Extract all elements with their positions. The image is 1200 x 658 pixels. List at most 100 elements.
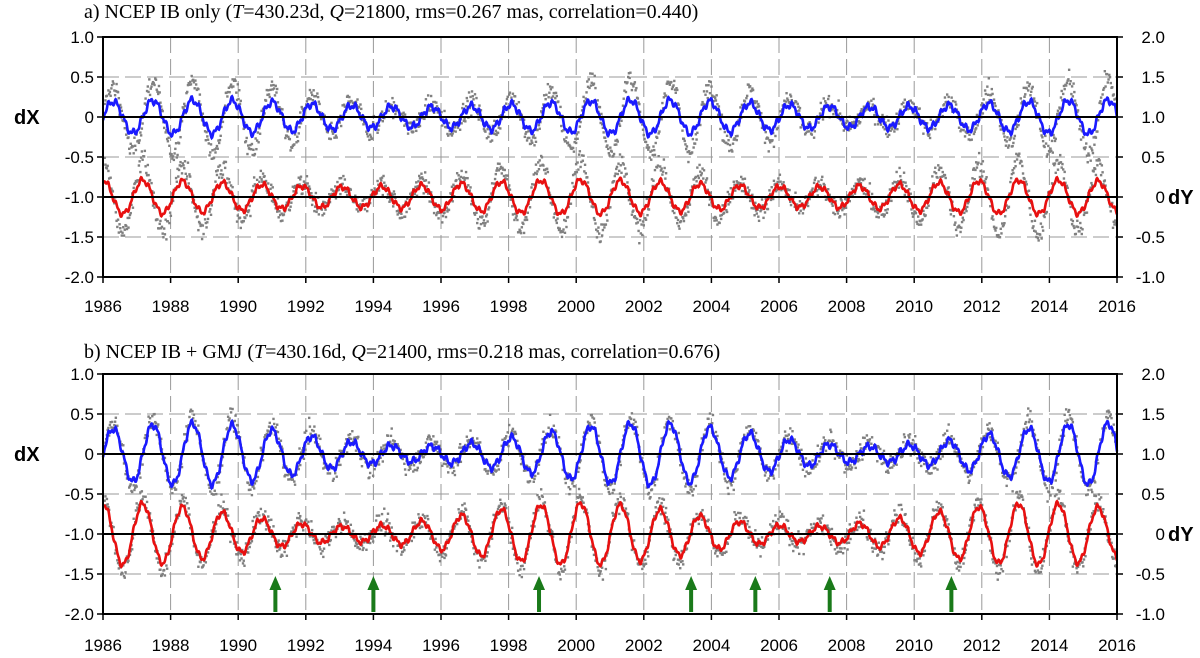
observation-point-dy <box>770 186 773 189</box>
observation-point-dy <box>455 178 458 182</box>
observation-point-dx <box>844 467 848 470</box>
observation-point-dy <box>466 515 469 518</box>
observation-point-dx <box>392 439 395 442</box>
observation-point-dy <box>186 502 189 505</box>
observation-point-dx <box>663 426 666 429</box>
observation-point-dy <box>853 184 856 188</box>
observation-point-dx <box>540 443 544 446</box>
observation-point-dx <box>208 486 211 489</box>
observation-point-dy <box>502 174 506 178</box>
observation-point-dy <box>715 219 718 222</box>
y-left-tick-label: 0 <box>85 108 94 127</box>
observation-point-dy <box>186 175 189 178</box>
observation-point-dy <box>1012 167 1016 170</box>
observation-point-dy <box>519 568 522 571</box>
observation-point-dx <box>608 492 611 496</box>
observation-point-dx <box>638 102 641 106</box>
observation-point-dy <box>985 176 988 179</box>
observation-point-dy <box>928 187 932 190</box>
observation-point-dx <box>774 468 777 471</box>
observation-point-dx <box>354 100 358 104</box>
observation-point-dy <box>768 189 771 192</box>
observation-point-dy <box>726 190 730 194</box>
observation-point-dx <box>466 439 469 442</box>
observation-point-dy <box>160 225 164 229</box>
observation-point-dy <box>993 227 996 230</box>
observation-point-dx <box>404 473 408 476</box>
observation-point-dy <box>886 208 889 211</box>
observation-point-dy <box>310 192 313 195</box>
observation-point-dy <box>784 531 788 534</box>
observation-point-dx <box>415 469 419 472</box>
observation-point-dx <box>287 472 291 476</box>
observation-point-dy <box>599 240 602 243</box>
observation-point-dx <box>950 96 953 99</box>
observation-point-dx <box>1041 139 1045 143</box>
observation-point-dx <box>861 436 865 439</box>
observation-point-dy <box>386 512 390 515</box>
observation-point-dx <box>902 105 906 108</box>
observation-point-dy <box>481 221 485 225</box>
observation-point-dy <box>533 183 536 186</box>
observation-point-dx <box>711 95 715 98</box>
observation-point-dy <box>742 517 745 520</box>
observation-point-dx <box>458 446 461 449</box>
observation-point-dx <box>824 449 828 453</box>
observation-point-dx <box>451 471 454 475</box>
observation-point-dx <box>497 126 500 129</box>
observation-point-dy <box>809 523 813 526</box>
observation-point-dy <box>205 226 208 229</box>
observation-point-dx <box>485 137 489 140</box>
observation-point-dx <box>583 101 587 105</box>
observation-point-dx <box>208 154 211 157</box>
observation-point-dy <box>963 211 966 215</box>
observation-point-dx <box>701 100 704 104</box>
x-tick-label: 2002 <box>625 297 663 316</box>
observation-point-dy <box>1101 171 1104 174</box>
observation-point-dy <box>760 198 764 201</box>
observation-point-dx <box>510 96 513 99</box>
observation-point-dy <box>779 180 782 183</box>
observation-point-dx <box>307 442 310 445</box>
observation-point-dy <box>695 180 698 183</box>
observation-point-dy <box>336 521 340 525</box>
observation-point-dx <box>1076 110 1079 114</box>
observation-point-dy <box>113 202 116 205</box>
observation-point-dy <box>1092 170 1095 173</box>
observation-point-dx <box>731 480 735 483</box>
observation-point-dx <box>1009 137 1012 140</box>
observation-point-dy <box>764 197 767 200</box>
observation-point-dx <box>217 139 220 142</box>
observation-point-dx <box>528 136 531 140</box>
observation-point-dx <box>416 466 419 470</box>
observation-point-dy <box>457 508 460 511</box>
observation-point-dy <box>107 177 111 180</box>
observation-point-dx <box>708 423 711 426</box>
observation-point-dx <box>345 437 348 441</box>
observation-point-dx <box>533 144 536 147</box>
observation-point-dx <box>641 456 644 460</box>
observation-point-dy <box>522 567 526 571</box>
observation-point-dx <box>857 120 860 123</box>
observation-point-dy <box>668 535 672 538</box>
observation-point-dx <box>586 420 590 424</box>
observation-point-dy <box>679 560 683 564</box>
observation-point-dx <box>861 458 864 461</box>
observation-point-dx <box>506 95 509 99</box>
observation-point-dy <box>300 520 303 523</box>
observation-point-dx <box>172 158 176 162</box>
observation-point-dy <box>131 548 134 551</box>
observation-point-dy <box>840 547 843 550</box>
observation-point-dx <box>393 440 396 443</box>
observation-point-dx <box>276 430 280 434</box>
observation-point-dy <box>475 211 478 214</box>
observation-point-dx <box>231 78 234 81</box>
observation-point-dx <box>566 472 570 475</box>
observation-point-dx <box>803 133 807 136</box>
observation-point-dx <box>1022 86 1025 90</box>
observation-point-dy <box>577 487 581 491</box>
observation-point-dx <box>750 89 753 92</box>
observation-point-dx <box>601 470 605 474</box>
observation-point-dx <box>195 432 199 436</box>
observation-point-dy <box>1081 228 1084 231</box>
